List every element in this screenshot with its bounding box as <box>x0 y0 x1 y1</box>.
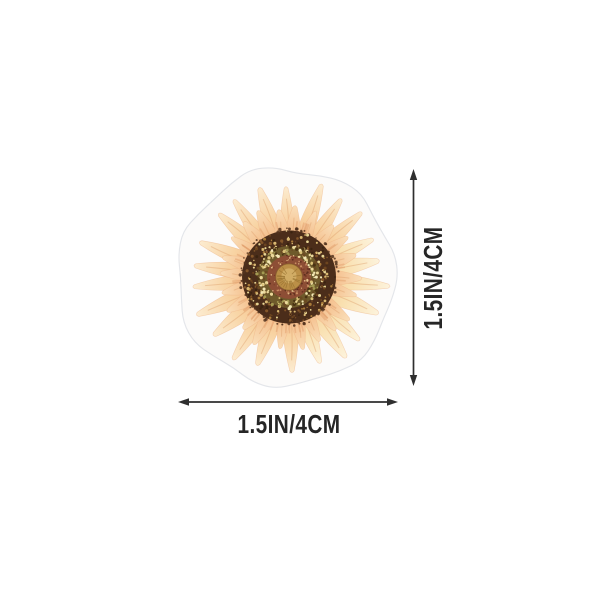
sunflower-head <box>192 183 391 373</box>
sunflower-illustration <box>178 167 398 388</box>
arrowhead-down-icon <box>409 375 418 386</box>
arrowhead-left-icon <box>178 398 189 406</box>
arrowhead-right-icon <box>387 398 398 406</box>
height-dimension-arrow <box>409 169 418 386</box>
height-dimension-label: 1.5IN/4CM <box>418 226 448 330</box>
width-dimension-arrow <box>178 398 398 406</box>
sunflower-sticker-image <box>170 162 402 392</box>
width-dimension-label: 1.5IN/4CM <box>237 409 341 439</box>
arrowhead-up-icon <box>409 169 418 180</box>
